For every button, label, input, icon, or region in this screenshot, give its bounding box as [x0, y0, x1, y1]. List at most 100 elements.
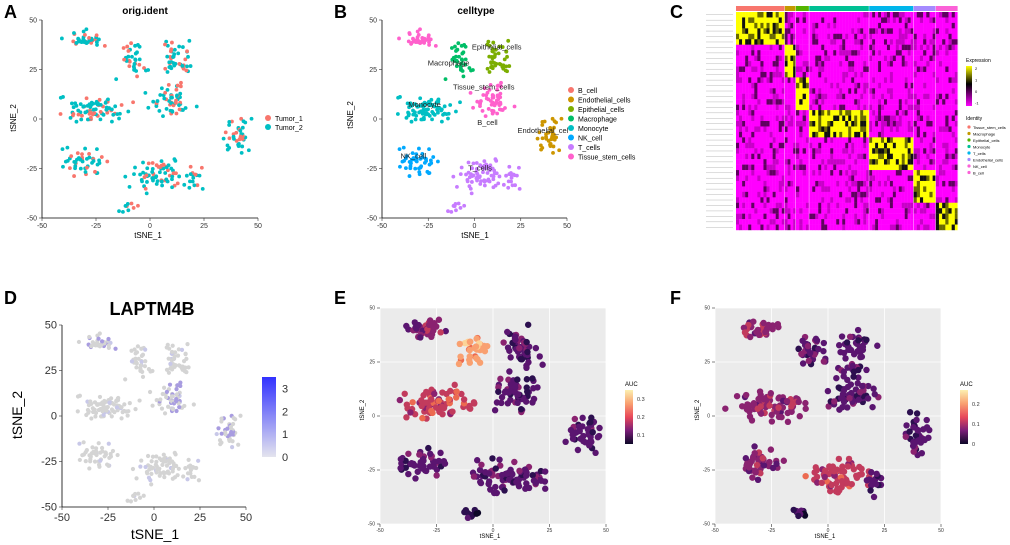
- heatmap-cell: [872, 186, 876, 193]
- heatmap-cell: [824, 121, 828, 127]
- point-cluster-0: [437, 329, 444, 336]
- heatmap-cell: [795, 82, 800, 89]
- heatmap-cell: [932, 77, 936, 84]
- heatmap-cell: [763, 126, 767, 133]
- heatmap-cell: [775, 148, 779, 154]
- y-tick-label: 25: [29, 67, 37, 74]
- heatmap-cell: [775, 82, 779, 89]
- heatmap-cell: [951, 164, 956, 171]
- point-cluster-2: [168, 361, 173, 366]
- heatmap-cell: [916, 148, 921, 154]
- heatmap-cell: [869, 82, 873, 89]
- heatmap-cell: [799, 219, 803, 225]
- heatmap-cell: [923, 219, 927, 225]
- heatmap-cell: [769, 219, 773, 225]
- heatmap-cell: [948, 33, 952, 40]
- point-cluster-4: [107, 400, 112, 405]
- heatmap-cell: [875, 213, 879, 220]
- heatmap-cell: [812, 224, 816, 231]
- heatmap-cell: [751, 115, 755, 122]
- heatmap-cell: [781, 148, 786, 154]
- point-cluster-7: [476, 466, 484, 474]
- heatmap-cell: [751, 208, 755, 214]
- point-cluster-5: [540, 136, 545, 141]
- heatmap-cell: [778, 115, 782, 122]
- heatmap-cell: [878, 50, 882, 56]
- heatmap-cell: [781, 22, 786, 29]
- heatmap-cell: [842, 121, 846, 127]
- heatmap-cell: [736, 33, 740, 40]
- heatmap-cell: [736, 213, 740, 220]
- heatmap-cell: [790, 22, 794, 29]
- heatmap-cell: [748, 153, 752, 160]
- heatmap-cell: [884, 208, 888, 214]
- heatmap-cell: [866, 224, 870, 231]
- heatmap-cell: [851, 126, 855, 133]
- heatmap-cell: [745, 104, 749, 111]
- heatmap-cell: [901, 61, 905, 67]
- heatmap-cell: [793, 164, 797, 171]
- heatmap-cell: [913, 71, 917, 78]
- heatmap-cell: [766, 93, 770, 100]
- point-cluster-3: [511, 383, 519, 391]
- point-cluster-4: [78, 102, 83, 106]
- heatmap-cell: [863, 180, 867, 187]
- heatmap-cell: [926, 180, 930, 187]
- heatmap-cell: [863, 148, 867, 154]
- point-cluster-4: [427, 102, 432, 107]
- point-cluster-4: [424, 107, 429, 112]
- heatmap-cell: [805, 71, 810, 78]
- cluster-label: B_cell: [477, 118, 498, 127]
- heatmap-cell: [742, 142, 746, 149]
- heatmap-cell: [935, 55, 940, 62]
- point-cluster-6: [72, 174, 76, 178]
- point-cluster-3: [157, 109, 162, 113]
- heatmap-cell: [818, 191, 822, 198]
- heatmap-cell: [901, 213, 905, 220]
- legend-b-dot: [568, 87, 574, 93]
- heatmap-cell: [869, 180, 873, 187]
- point-cluster-4: [100, 409, 105, 414]
- heatmap-cell: [802, 33, 807, 40]
- heatmap-cell: [775, 110, 779, 116]
- heatmap-cell: [751, 50, 755, 56]
- heatmap-cell: [945, 39, 949, 45]
- colorbar-tick-label: 3: [282, 383, 288, 395]
- heatmap-cell: [821, 12, 825, 18]
- heatmap-cell: [954, 202, 959, 209]
- heatmap-cell: [926, 219, 930, 225]
- heatmap-cell: [845, 22, 849, 29]
- heatmap-cell: [778, 44, 782, 51]
- heatmap-cell: [795, 164, 800, 171]
- heatmap-cell: [781, 164, 786, 171]
- heatmap-cell: [754, 71, 758, 78]
- heatmap-cell: [748, 148, 752, 154]
- point-cluster-2: [163, 66, 168, 71]
- heatmap-cell: [932, 50, 936, 56]
- heatmap-cell: [919, 22, 924, 29]
- heatmap-cell: [845, 55, 849, 62]
- point-cluster-0: [428, 37, 433, 42]
- heatmap-cell: [869, 208, 873, 214]
- heatmap-cell: [772, 137, 776, 143]
- heatmap-cell: [881, 61, 885, 67]
- point-cluster-7: [144, 191, 149, 196]
- heatmap-cell: [799, 164, 803, 171]
- heatmap-cell: [869, 213, 873, 220]
- heatmap-cell: [948, 66, 952, 73]
- heatmap-cell: [818, 61, 822, 67]
- point-cluster-2: [170, 343, 175, 348]
- heatmap-cell: [904, 33, 908, 40]
- heatmap-cell: [878, 175, 882, 182]
- heatmap-cell: [802, 164, 807, 171]
- heatmap-cell: [895, 126, 899, 133]
- heatmap-cell: [790, 104, 794, 111]
- point-cluster-7: [130, 466, 136, 472]
- point-cluster-3: [484, 96, 489, 101]
- point-cluster-7: [487, 168, 492, 173]
- heatmap-cell: [802, 153, 807, 160]
- heatmap-cell: [824, 137, 828, 143]
- heatmap-cell: [763, 180, 767, 187]
